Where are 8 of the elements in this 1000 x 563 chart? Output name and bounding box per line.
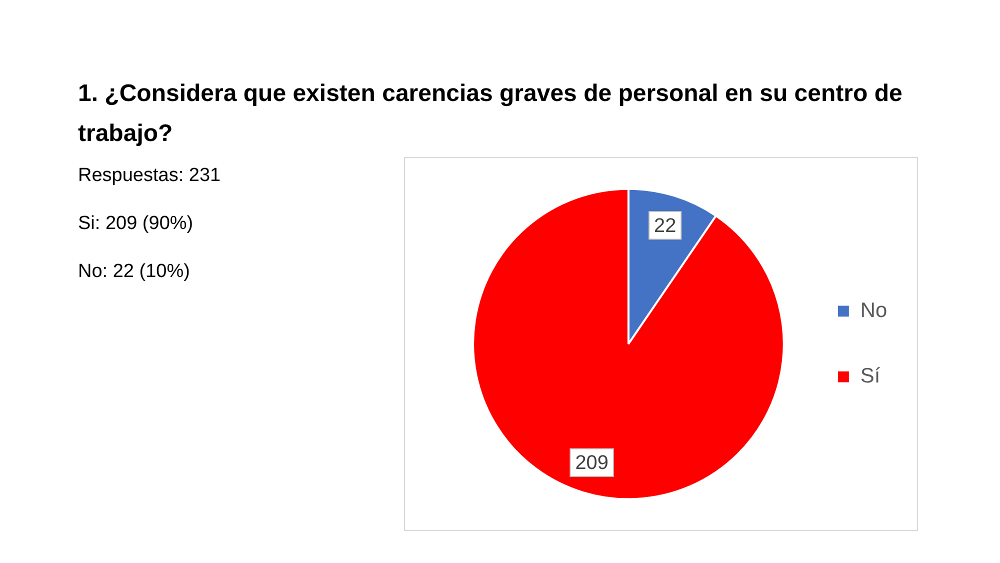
text: Respuestas: 231 bbox=[78, 165, 221, 187]
chart-title: 1. ¿Considera que existen carencias graves de personal en su centro de trabajo? bbox=[78, 79, 904, 149]
text: No: 22 (10%) bbox=[78, 261, 190, 283]
legend-label: Sí bbox=[860, 364, 880, 388]
data-label: 22 bbox=[654, 214, 676, 237]
text: Si: 209 (90%) bbox=[78, 213, 194, 235]
data-label: 209 bbox=[575, 452, 608, 474]
legend-label: No bbox=[860, 298, 888, 322]
